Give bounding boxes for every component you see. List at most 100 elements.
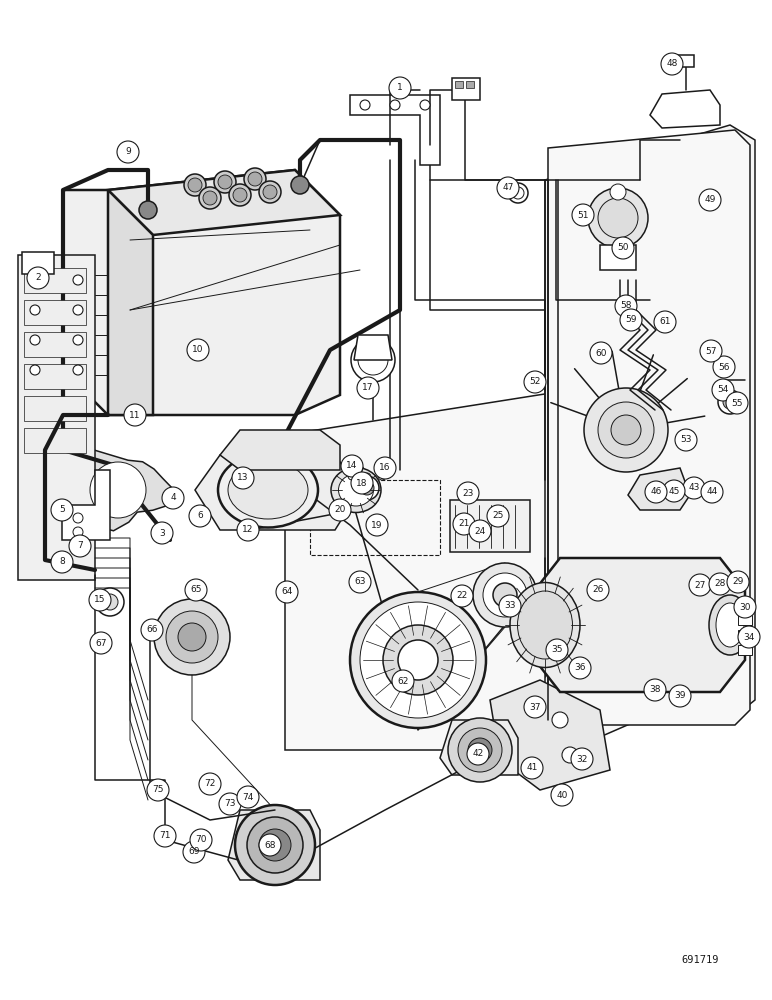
- Circle shape: [654, 311, 676, 333]
- Text: 18: 18: [356, 479, 367, 488]
- Circle shape: [358, 345, 388, 375]
- Polygon shape: [285, 390, 685, 750]
- Bar: [738, 600, 752, 610]
- Circle shape: [499, 595, 521, 617]
- Text: 32: 32: [577, 754, 587, 764]
- Circle shape: [383, 625, 453, 695]
- Text: 44: 44: [706, 488, 718, 496]
- Text: 64: 64: [281, 587, 293, 596]
- Circle shape: [551, 784, 573, 806]
- Ellipse shape: [218, 452, 318, 528]
- Circle shape: [141, 619, 163, 641]
- Text: 61: 61: [659, 318, 671, 326]
- Text: 38: 38: [649, 686, 661, 694]
- Circle shape: [683, 477, 705, 499]
- Text: 9: 9: [125, 147, 131, 156]
- Text: 41: 41: [527, 764, 537, 772]
- Circle shape: [363, 473, 371, 481]
- Circle shape: [487, 505, 509, 527]
- Text: 1: 1: [397, 84, 403, 93]
- Ellipse shape: [716, 603, 744, 647]
- Circle shape: [73, 365, 83, 375]
- Circle shape: [738, 626, 760, 648]
- Circle shape: [90, 462, 146, 518]
- Text: 54: 54: [717, 385, 729, 394]
- Polygon shape: [354, 335, 392, 360]
- Text: 42: 42: [472, 750, 483, 758]
- Text: 17: 17: [362, 383, 374, 392]
- Circle shape: [291, 176, 309, 194]
- Text: 60: 60: [595, 349, 607, 358]
- Text: 50: 50: [618, 243, 628, 252]
- Text: 69: 69: [188, 848, 200, 856]
- Text: 51: 51: [577, 211, 589, 220]
- Circle shape: [451, 585, 473, 607]
- Circle shape: [184, 174, 206, 196]
- Circle shape: [709, 573, 731, 595]
- Circle shape: [360, 481, 374, 495]
- Bar: [738, 630, 752, 640]
- Text: 62: 62: [398, 676, 408, 686]
- Circle shape: [552, 712, 568, 728]
- Text: 59: 59: [625, 316, 637, 324]
- Text: 63: 63: [354, 578, 366, 586]
- Circle shape: [467, 743, 489, 765]
- Circle shape: [30, 335, 40, 345]
- Circle shape: [102, 594, 118, 610]
- Circle shape: [689, 574, 711, 596]
- Text: 74: 74: [242, 792, 254, 802]
- Circle shape: [615, 295, 637, 317]
- Circle shape: [235, 805, 315, 885]
- Bar: [738, 645, 752, 655]
- Ellipse shape: [510, 582, 580, 668]
- Text: 40: 40: [557, 790, 567, 800]
- Text: 28: 28: [714, 580, 726, 588]
- Polygon shape: [220, 430, 340, 470]
- Circle shape: [610, 184, 626, 200]
- Circle shape: [524, 371, 546, 393]
- Text: 3: 3: [159, 528, 165, 538]
- Circle shape: [229, 184, 251, 206]
- Bar: [678, 55, 694, 67]
- Text: 30: 30: [740, 602, 750, 611]
- Ellipse shape: [709, 595, 751, 655]
- Circle shape: [713, 356, 735, 378]
- Circle shape: [124, 404, 146, 426]
- Text: 19: 19: [371, 520, 383, 530]
- Polygon shape: [440, 720, 518, 775]
- Circle shape: [247, 817, 303, 873]
- Circle shape: [30, 305, 40, 315]
- Circle shape: [699, 189, 721, 211]
- Text: 2: 2: [36, 273, 41, 282]
- Circle shape: [139, 201, 157, 219]
- Circle shape: [420, 100, 430, 110]
- Circle shape: [96, 588, 124, 616]
- Circle shape: [457, 482, 479, 504]
- Text: 39: 39: [674, 692, 686, 700]
- Circle shape: [147, 779, 169, 801]
- Text: 73: 73: [224, 800, 235, 808]
- Circle shape: [669, 685, 691, 707]
- Circle shape: [203, 191, 217, 205]
- Circle shape: [51, 551, 73, 573]
- Text: 58: 58: [620, 302, 631, 310]
- Circle shape: [259, 181, 281, 203]
- Polygon shape: [628, 468, 690, 510]
- Text: 66: 66: [146, 626, 157, 635]
- Circle shape: [90, 632, 112, 654]
- Circle shape: [73, 513, 83, 523]
- Circle shape: [51, 499, 73, 521]
- Text: 14: 14: [347, 462, 357, 471]
- Circle shape: [154, 599, 230, 675]
- Text: 27: 27: [694, 580, 706, 589]
- Circle shape: [718, 390, 742, 414]
- Polygon shape: [535, 558, 745, 692]
- Bar: [24, 428, 86, 453]
- Circle shape: [584, 388, 668, 472]
- Circle shape: [73, 305, 83, 315]
- Text: 49: 49: [704, 196, 716, 205]
- Circle shape: [360, 100, 370, 110]
- Polygon shape: [108, 190, 153, 415]
- Circle shape: [392, 670, 414, 692]
- Circle shape: [546, 639, 568, 661]
